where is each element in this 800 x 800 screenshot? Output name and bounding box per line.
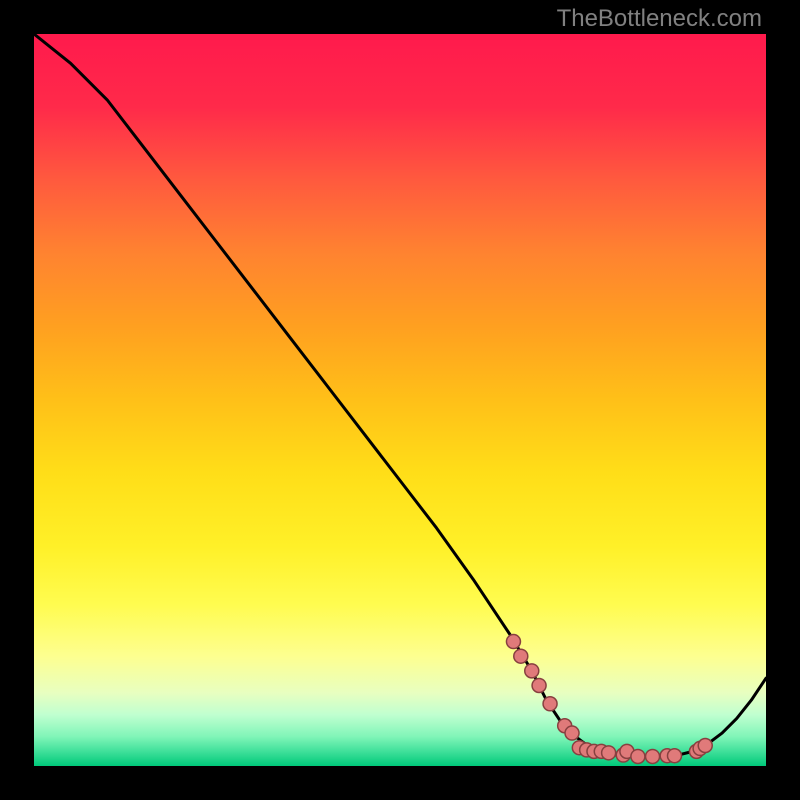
curve-marker: [543, 697, 557, 711]
curve-marker: [525, 664, 539, 678]
chart-container: TheBottleneck.com: [0, 0, 800, 800]
curve-marker: [506, 635, 520, 649]
chart-svg: [34, 34, 766, 766]
gradient-background: [34, 34, 766, 766]
curve-marker: [514, 649, 528, 663]
plot-area: [34, 34, 766, 766]
curve-marker: [631, 749, 645, 763]
curve-marker: [532, 678, 546, 692]
curve-marker: [698, 739, 712, 753]
curve-marker: [668, 749, 682, 763]
curve-marker: [646, 749, 660, 763]
watermark-text: TheBottleneck.com: [557, 5, 762, 33]
curve-marker: [602, 746, 616, 760]
curve-marker: [565, 726, 579, 740]
